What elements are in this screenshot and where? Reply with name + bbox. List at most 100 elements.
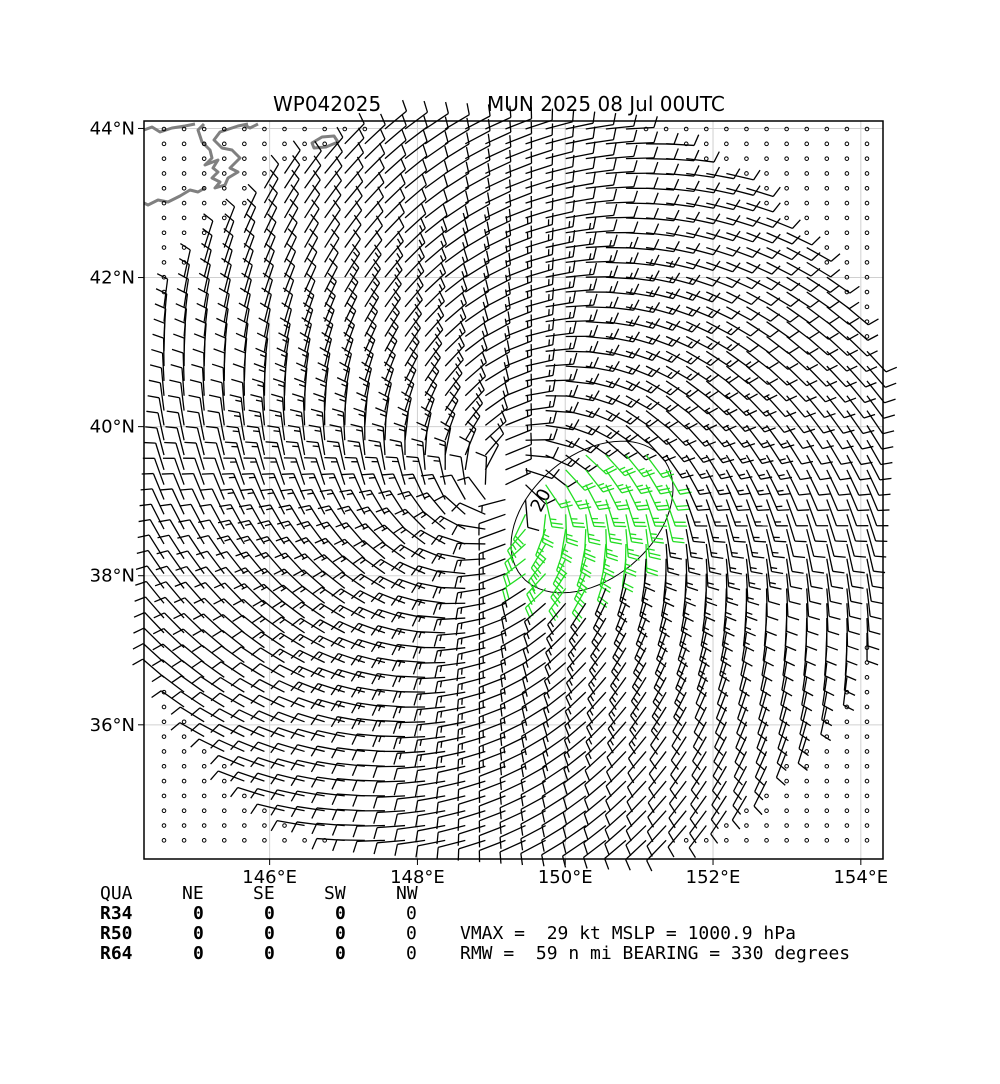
- barb-feather-half: [630, 534, 636, 535]
- barb-feather-half: [506, 216, 507, 222]
- barb-feather-full: [144, 443, 156, 444]
- barb-feather-full: [225, 442, 237, 443]
- barb-feather-half: [696, 506, 702, 507]
- barb-feather-half: [549, 370, 550, 376]
- barb-feather-half: [374, 445, 380, 446]
- barb-feather-full: [883, 431, 894, 434]
- barb-feather-full: [382, 474, 394, 475]
- barb-feather-half: [569, 266, 570, 272]
- barb-feather-full: [242, 474, 254, 475]
- barb-feather-full: [573, 526, 585, 527]
- barb-feather-full: [552, 183, 553, 195]
- barb-feather-full: [886, 367, 897, 372]
- barb-feather-full: [552, 228, 553, 240]
- barb-feather-full: [775, 541, 787, 542]
- barb-feather-full: [424, 101, 427, 112]
- barb-feather-full: [552, 243, 553, 255]
- barb-feather-full: [133, 644, 143, 649]
- barb-feather-full: [815, 541, 827, 542]
- barb-feather-half: [369, 478, 375, 479]
- barb-feather-full: [458, 715, 459, 727]
- barb-feather-half: [716, 506, 722, 507]
- barb-feather-half: [752, 553, 758, 554]
- barb-feather-full: [489, 104, 491, 116]
- barb-feather-half: [274, 431, 280, 432]
- barb-feather-half: [329, 477, 335, 478]
- barb-feather-half: [711, 553, 717, 554]
- barb-feather-half: [428, 478, 434, 479]
- barb-feather-half: [253, 431, 259, 432]
- barb-feather-half: [389, 478, 395, 479]
- barb-feather-half: [650, 534, 656, 535]
- barb-feather-half: [549, 385, 550, 391]
- barb-feather-full: [342, 474, 354, 475]
- barb-feather-full: [386, 457, 398, 458]
- barb-feather-half: [441, 726, 442, 732]
- barb-feather-full: [552, 273, 553, 285]
- barb-feather-full: [738, 510, 750, 511]
- barb-feather-full: [552, 258, 553, 270]
- barb-feather-full: [133, 659, 143, 665]
- barb-feather-half: [233, 431, 239, 432]
- barb-feather-half: [461, 638, 462, 644]
- barb-feather-half: [771, 568, 777, 569]
- barb-feather-half: [654, 502, 660, 503]
- barb-feather-full: [282, 474, 294, 475]
- barb-feather-full: [262, 474, 274, 475]
- barb-feather-full: [818, 510, 830, 511]
- barb-feather-half: [409, 478, 415, 479]
- barb-feather-full: [734, 541, 746, 542]
- barb-feather-full: [858, 510, 870, 511]
- barb-feather-full: [884, 415, 895, 418]
- barb-staff: [526, 440, 554, 441]
- barb-feather-half: [354, 446, 360, 447]
- barb-feather-full: [134, 613, 145, 618]
- barb-feather-full: [446, 102, 449, 113]
- barb-feather-full: [594, 526, 606, 527]
- barb-feather-half: [756, 506, 762, 507]
- barb-feather-full: [302, 474, 314, 475]
- barb-feather-half: [461, 608, 462, 614]
- barb-staff: [397, 722, 425, 723]
- barb-feather-full: [552, 213, 553, 225]
- barb-feather-half: [757, 490, 763, 491]
- barb-feather-full: [164, 442, 176, 443]
- map-frame-bg: [144, 121, 883, 859]
- barb-feather-half: [777, 490, 783, 491]
- barb-feather-half: [569, 282, 570, 288]
- barb-feather-full: [884, 399, 895, 403]
- barb-feather-full: [552, 198, 553, 210]
- barb-feather-full: [322, 474, 334, 475]
- barb-feather-full: [593, 522, 605, 523]
- barb-feather-half: [550, 519, 556, 520]
- barb-feather-half: [461, 653, 462, 659]
- barb-feather-full: [510, 106, 511, 118]
- barb-feather-full: [676, 506, 688, 507]
- barb-feather-half: [549, 339, 550, 345]
- barb-staff: [606, 529, 607, 557]
- barb-feather-full: [467, 103, 469, 114]
- barb-feather-full: [458, 745, 459, 757]
- barb-feather-full: [573, 110, 574, 122]
- barb-feather-half: [776, 506, 782, 507]
- barb-staff: [646, 544, 647, 572]
- barb-feather-half: [526, 468, 527, 474]
- barb-feather-half: [569, 236, 570, 242]
- barb-feather-full: [572, 523, 584, 524]
- barb-feather-half: [294, 431, 300, 432]
- barb-feather-full: [758, 510, 770, 511]
- barb-feather-full: [875, 556, 887, 557]
- barb-feather-full: [778, 510, 790, 511]
- barb-feather-full: [795, 541, 807, 542]
- barb-feather-half: [434, 461, 440, 462]
- barb-feather-half: [506, 245, 507, 251]
- barb-feather-half: [506, 231, 507, 237]
- barb-feather-half: [268, 493, 274, 494]
- barb-feather-half: [248, 493, 254, 494]
- barb-feather-half: [504, 703, 505, 709]
- barb-feather-half: [504, 718, 505, 724]
- barb-feather-half: [309, 477, 315, 478]
- barb-feather-half: [441, 711, 442, 717]
- barb-feather-full: [458, 730, 459, 742]
